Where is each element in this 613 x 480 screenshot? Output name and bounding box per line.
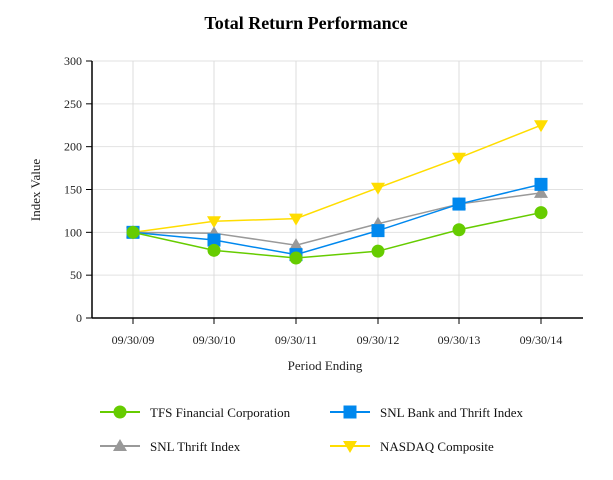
data-point [207,243,221,257]
x-tick-label: 09/30/14 [520,333,563,347]
legend: TFS Financial Corporation SNL Bank and Th… [100,405,523,454]
series-snl-thrift-index [126,185,548,251]
series-line [132,124,542,234]
data-point [207,233,221,247]
x-ticks: 09/30/09 09/30/10 09/30/11 09/30/12 09/30/13… [112,318,563,347]
x-axis-label: Period Ending [288,358,363,373]
data-point [371,182,385,195]
grid [92,60,583,318]
legend-item: SNL Thrift Index [100,439,241,454]
data-point [534,120,548,133]
data-point [452,152,466,165]
x-tick-label: 09/30/09 [112,333,155,347]
y-tick-label: 0 [76,311,82,325]
legend-marker-icon [113,405,127,419]
y-tick-label: 300 [64,54,82,68]
x-tick-label: 09/30/12 [357,333,400,347]
data-point [534,206,548,220]
series-line [132,192,542,246]
legend-label: SNL Bank and Thrift Index [380,405,523,420]
chart-title: Total Return Performance [204,13,407,33]
series-nasdaq-composite [126,120,548,240]
data-point [207,216,221,229]
y-axis-label: Index Value [28,159,43,221]
data-point [452,197,466,211]
legend-item: TFS Financial Corporation [100,405,291,420]
x-tick-label: 09/30/11 [275,333,317,347]
series-line [132,183,542,256]
legend-item: NASDAQ Composite [330,439,494,454]
data-point [371,244,385,258]
y-tick-label: 250 [64,97,82,111]
y-tick-label: 50 [70,268,82,282]
data-point [289,251,303,265]
series-snl-bank-and-thrift-index [126,177,548,262]
data-point [534,177,548,191]
legend-marker-icon [113,439,127,451]
legend-marker-icon [343,405,357,419]
legend-label: TFS Financial Corporation [150,405,291,420]
data-point [289,213,303,226]
data-point [126,225,140,239]
series-line [132,211,542,259]
y-tick-label: 100 [64,225,82,239]
y-ticks: 0 50 100 150 200 250 300 [64,54,92,325]
y-tick-label: 200 [64,140,82,154]
legend-label: NASDAQ Composite [380,439,494,454]
data-point [534,185,548,198]
legend-item: SNL Bank and Thrift Index [330,405,523,420]
legend-label: SNL Thrift Index [150,439,241,454]
legend-marker-icon [343,441,357,453]
data-point [289,238,303,251]
series-group [126,120,548,265]
y-tick-label: 150 [64,183,82,197]
x-tick-label: 09/30/10 [193,333,236,347]
data-point [452,223,466,237]
x-tick-label: 09/30/13 [438,333,481,347]
series-tfs-financial-corporation [126,206,548,265]
data-point [371,224,385,238]
